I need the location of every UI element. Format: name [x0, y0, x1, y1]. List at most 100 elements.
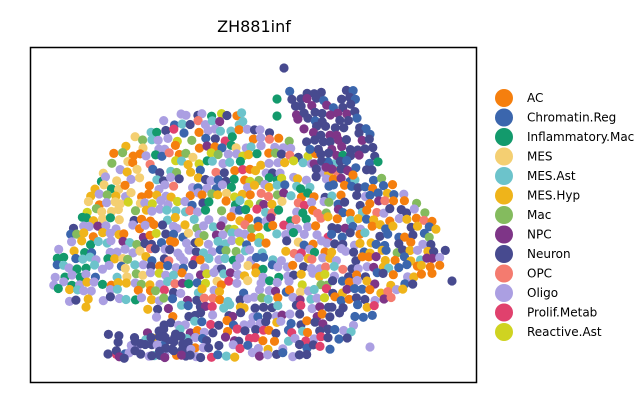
- scatter-point: [206, 148, 216, 158]
- scatter-point: [278, 348, 288, 358]
- scatter-point: [369, 301, 379, 311]
- scatter-point: [114, 215, 124, 225]
- scatter-point: [264, 148, 274, 158]
- scatter-point: [195, 255, 205, 265]
- scatter-point: [345, 228, 355, 238]
- scatter-point: [135, 173, 145, 183]
- scatter-point: [71, 253, 81, 264]
- scatter-point: [221, 246, 231, 256]
- scatter-point: [388, 196, 399, 206]
- scatter-point: [365, 190, 375, 200]
- scatter-point: [209, 267, 219, 278]
- legend-marker: [495, 89, 513, 107]
- scatter-point: [180, 220, 190, 230]
- scatter-point: [144, 181, 154, 191]
- scatter-point: [264, 325, 274, 335]
- scatter-point: [89, 260, 100, 270]
- scatter-point: [285, 86, 295, 96]
- scatter-point: [264, 134, 275, 144]
- scatter-point: [222, 315, 232, 326]
- scatter-point: [221, 188, 232, 198]
- scatter-point: [378, 268, 388, 278]
- scatter-point: [140, 198, 150, 208]
- scatter-point: [148, 164, 158, 174]
- scatter-point: [192, 278, 202, 288]
- legend-marker: [495, 245, 513, 263]
- scatter-point: [310, 135, 320, 145]
- scatter-point: [105, 213, 115, 223]
- scatter-point: [78, 254, 88, 264]
- scatter-point: [256, 188, 266, 198]
- scatter-point: [162, 205, 172, 215]
- scatter-point: [316, 332, 326, 342]
- scatter-point: [169, 181, 179, 191]
- scatter-point: [86, 240, 96, 250]
- scatter-point: [213, 236, 223, 246]
- scatter-point: [183, 228, 194, 238]
- scatter-point: [327, 164, 337, 174]
- scatter-point: [291, 214, 301, 225]
- scatter-point: [163, 261, 173, 271]
- scatter-point: [197, 190, 207, 200]
- legend-marker: [495, 303, 513, 322]
- scatter-point: [105, 285, 115, 295]
- scatter-point: [317, 108, 327, 119]
- scatter-point: [252, 204, 262, 214]
- scatter-point: [284, 136, 294, 146]
- scatter-point: [206, 176, 216, 186]
- scatter-point: [378, 181, 389, 191]
- legend-label: Chromatin.Reg: [527, 111, 616, 125]
- scatter-point: [125, 238, 135, 248]
- scatter-point: [232, 278, 242, 288]
- scatter-point: [345, 208, 355, 218]
- scatter-point: [230, 166, 240, 176]
- scatter-point: [165, 245, 175, 255]
- scatter-point: [208, 328, 218, 338]
- scatter-point: [226, 212, 236, 222]
- scatter-point: [208, 310, 218, 320]
- scatter-point: [238, 116, 248, 127]
- scatter-point: [213, 350, 223, 360]
- scatter-point: [151, 228, 161, 238]
- scatter-point: [344, 294, 354, 304]
- scatter-point: [235, 195, 245, 206]
- scatter-point: [146, 332, 156, 343]
- scatter-point: [268, 220, 278, 231]
- scatter-point: [254, 238, 264, 248]
- scatter-point: [310, 107, 320, 117]
- scatter-point: [325, 110, 335, 120]
- scatter-point: [272, 94, 282, 104]
- scatter-point: [54, 244, 64, 254]
- scatter-point: [50, 272, 60, 282]
- scatter-point: [216, 221, 226, 231]
- scatter-point: [169, 346, 179, 356]
- scatter-point: [273, 293, 283, 303]
- scatter-point: [352, 113, 362, 123]
- scatter-point: [302, 327, 313, 338]
- scatter-point: [293, 114, 303, 124]
- scatter-point: [409, 272, 419, 282]
- scatter-point: [98, 214, 108, 224]
- scatter-point: [227, 132, 237, 142]
- scatter-point: [280, 180, 290, 190]
- scatter-point: [103, 329, 113, 339]
- scatter-point: [119, 229, 129, 239]
- scatter-point: [187, 135, 197, 145]
- scatter-point: [86, 286, 96, 296]
- scatter-point: [229, 174, 239, 184]
- scatter-point: [190, 332, 201, 343]
- chart-title: ZH881inf: [217, 17, 291, 36]
- scatter-point: [157, 220, 168, 230]
- legend-marker: [495, 225, 513, 244]
- legend-label: AC: [527, 91, 543, 105]
- scatter-point: [266, 213, 276, 223]
- scatter-point: [367, 165, 377, 175]
- scatter-point: [228, 340, 238, 350]
- scatter-point: [160, 332, 170, 342]
- scatter-point: [279, 188, 289, 198]
- scatter-point: [288, 260, 298, 270]
- scatter-point: [309, 284, 319, 295]
- scatter-point: [316, 213, 326, 223]
- scatter-point: [113, 337, 123, 347]
